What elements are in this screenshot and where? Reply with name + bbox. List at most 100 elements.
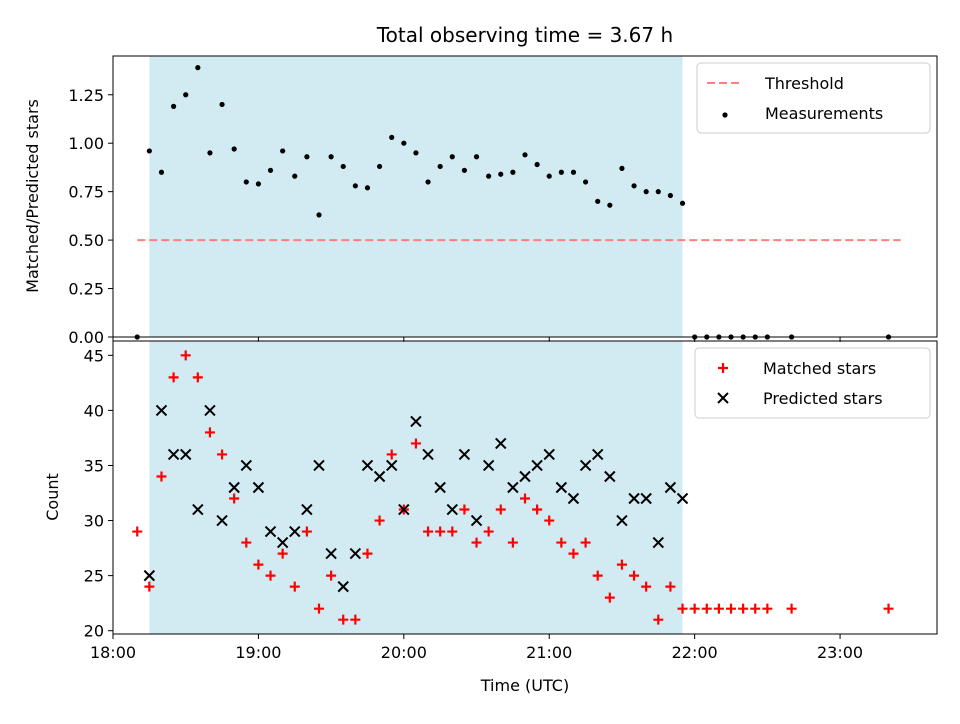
matched-stars-point bbox=[289, 581, 300, 592]
measurement-point bbox=[292, 173, 298, 179]
matched-stars-point bbox=[629, 570, 640, 581]
predicted-stars-point bbox=[543, 448, 555, 461]
predicted-stars-point bbox=[252, 481, 265, 494]
matched-stars-point bbox=[483, 526, 494, 537]
predicted-stars-point bbox=[616, 514, 628, 527]
matched-stars-point bbox=[241, 537, 252, 548]
measurement-point bbox=[522, 152, 528, 158]
measurement-point bbox=[280, 148, 286, 154]
predicted-stars-point bbox=[458, 448, 471, 461]
legend-box bbox=[694, 347, 931, 419]
x-tick-label: 19:00 bbox=[235, 643, 281, 662]
ratio-y-tick-label: 1.25 bbox=[68, 86, 104, 105]
matched-stars-point bbox=[192, 372, 203, 383]
measurement-point bbox=[170, 103, 177, 109]
predicted-stars-point bbox=[640, 492, 652, 505]
measurement-point bbox=[304, 154, 310, 160]
measurement-point bbox=[655, 189, 661, 195]
matched-stars-point bbox=[326, 570, 337, 581]
measurement-point bbox=[461, 167, 468, 173]
predicted-stars-point bbox=[361, 459, 374, 472]
measurement-point bbox=[558, 169, 564, 175]
legend-label: Measurements bbox=[765, 104, 883, 123]
matched-stars-point bbox=[144, 581, 155, 592]
count-legend: Matched stars Predicted stars bbox=[694, 347, 931, 419]
measurement-point bbox=[631, 183, 637, 189]
matched-stars-point bbox=[277, 548, 288, 559]
measurement-point bbox=[498, 171, 504, 177]
measurement-point bbox=[255, 181, 262, 187]
matched-stars-point bbox=[180, 350, 191, 361]
measurement-point bbox=[473, 154, 480, 160]
measurement-point bbox=[425, 179, 431, 185]
matched-stars-point bbox=[168, 372, 179, 383]
matched-stars-point bbox=[265, 570, 276, 581]
predicted-stars-point bbox=[349, 547, 362, 560]
count-panel: Count 20 25 30 35 40 45 18:00 19:00 20:00 21:00 22… bbox=[43, 340, 938, 662]
ratio-legend: Threshold Measurements bbox=[696, 62, 931, 134]
matched-stars-point bbox=[362, 548, 373, 559]
count-observing-span bbox=[149, 341, 683, 634]
matched-stars-point bbox=[653, 614, 664, 625]
predicted-stars-point bbox=[664, 481, 677, 494]
ratio-panel: Matched/Predicted stars 0.00 0.25 0.50 0.75… bbox=[23, 55, 938, 347]
measurement-point bbox=[219, 101, 225, 108]
matched-stars-point bbox=[641, 581, 652, 592]
measurement-point bbox=[243, 179, 249, 185]
measurement-point bbox=[328, 154, 334, 160]
predicted-stars-point bbox=[301, 503, 313, 516]
measurement-point bbox=[146, 148, 152, 154]
ratio-y-axis-label: Matched/Predicted stars bbox=[23, 99, 42, 293]
measurement-point bbox=[340, 163, 346, 170]
matched-stars-point bbox=[374, 515, 385, 526]
measurement-point bbox=[183, 92, 189, 98]
matched-stars-point bbox=[532, 504, 543, 515]
measurement-point bbox=[582, 179, 589, 185]
x-tick-label: 23:00 bbox=[817, 643, 863, 662]
predicted-stars-point bbox=[373, 470, 386, 483]
predicted-stars-point bbox=[179, 448, 192, 461]
measurement-point bbox=[619, 165, 625, 171]
matched-stars-point bbox=[580, 537, 591, 548]
measurement-point bbox=[679, 200, 686, 206]
measurement-point bbox=[534, 161, 540, 168]
legend-label: Matched stars bbox=[763, 359, 876, 378]
measurement-point bbox=[207, 150, 213, 156]
count-y-tick-label: 20 bbox=[84, 622, 104, 641]
matched-stars-point bbox=[229, 493, 240, 504]
matched-stars-point bbox=[604, 592, 615, 603]
predicted-stars-point bbox=[555, 481, 568, 494]
matched-stars-point bbox=[410, 438, 421, 449]
matched-stars-point bbox=[435, 526, 446, 537]
ratio-plot-frame bbox=[112, 55, 938, 338]
ratio-y-tick-label: 1.00 bbox=[68, 134, 104, 153]
predicted-stars-point bbox=[398, 503, 410, 516]
predicted-stars-point bbox=[216, 514, 228, 527]
predicted-stars-point bbox=[519, 470, 531, 483]
x-tick-label: 21:00 bbox=[526, 643, 572, 662]
predicted-stars-point bbox=[167, 448, 180, 461]
legend-label: Threshold bbox=[764, 74, 844, 93]
count-y-tick-label: 35 bbox=[84, 456, 104, 475]
count-y-axis-label: Count bbox=[43, 473, 62, 521]
measurement-point bbox=[546, 173, 552, 179]
predicted-stars-point bbox=[155, 404, 168, 417]
predicted-stars-point bbox=[313, 459, 325, 472]
predicted-stars-point bbox=[192, 503, 204, 516]
matched-stars-point bbox=[520, 493, 530, 504]
matched-stars-point bbox=[350, 614, 361, 625]
measurement-point bbox=[595, 198, 601, 204]
ratio-y-tick-label: 0.50 bbox=[68, 231, 104, 250]
legend-predicted-marker bbox=[717, 392, 729, 404]
matched-stars-point bbox=[132, 526, 143, 537]
predicted-stars-point bbox=[628, 492, 640, 505]
matched-stars-point bbox=[665, 581, 676, 592]
count-y-tick-label: 45 bbox=[84, 346, 104, 365]
legend-label: Predicted stars bbox=[763, 389, 883, 408]
legend-measurement-marker bbox=[722, 112, 728, 118]
matched-stars-point bbox=[253, 559, 264, 570]
matched-stars-point bbox=[495, 504, 506, 515]
matched-stars-point bbox=[592, 570, 603, 581]
measurement-point bbox=[570, 169, 577, 175]
measurement-point bbox=[401, 140, 407, 146]
